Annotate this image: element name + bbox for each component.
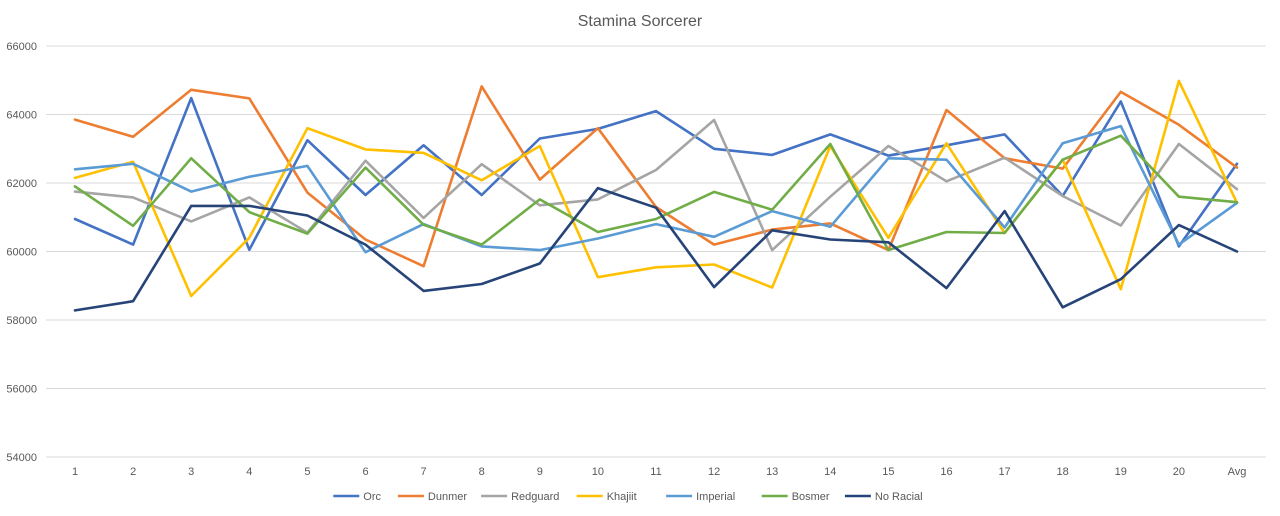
x-tick-label: 5 bbox=[304, 466, 310, 478]
series-line-imperial bbox=[73, 124, 1239, 254]
x-tick-label: 15 bbox=[882, 466, 894, 478]
x-tick-label: 16 bbox=[940, 466, 952, 478]
x-tick-label: 4 bbox=[246, 466, 252, 478]
y-tick-label: 58000 bbox=[6, 315, 37, 327]
series-line-no-racial bbox=[73, 186, 1239, 312]
x-tick-label: 1 bbox=[72, 466, 78, 478]
x-tick-label: 14 bbox=[824, 466, 836, 478]
x-tick-label: 8 bbox=[479, 466, 485, 478]
legend: Orc Dunmer Redguard Khajiit Imperial Bosmer No… bbox=[333, 491, 923, 503]
legend-label: Imperial bbox=[696, 491, 735, 503]
x-tick-label: 10 bbox=[592, 466, 604, 478]
y-tick-label: 54000 bbox=[6, 452, 37, 464]
x-tick-label: 20 bbox=[1173, 466, 1185, 478]
x-tick-label: 9 bbox=[537, 466, 543, 478]
x-tick-label: 17 bbox=[998, 466, 1010, 478]
series-lines bbox=[73, 79, 1239, 312]
gridlines bbox=[46, 45, 1266, 458]
legend-label: Bosmer bbox=[792, 491, 830, 503]
legend-label: No Racial bbox=[875, 491, 923, 503]
x-tick-label: 2 bbox=[130, 466, 136, 478]
legend-label: Redguard bbox=[511, 491, 559, 503]
x-tick-label: 3 bbox=[188, 466, 194, 478]
y-tick-label: 64000 bbox=[6, 110, 37, 122]
chart-title: Stamina Sorcerer bbox=[578, 13, 703, 30]
legend-label: Khajiit bbox=[607, 491, 637, 503]
y-tick-label: 62000 bbox=[6, 178, 37, 190]
x-tick-label: 13 bbox=[766, 466, 778, 478]
x-tick-label: 19 bbox=[1115, 466, 1127, 478]
y-tick-label: 56000 bbox=[6, 384, 37, 396]
series-line-orc bbox=[73, 96, 1239, 252]
x-tick-label: 7 bbox=[421, 466, 427, 478]
y-tick-label: 60000 bbox=[6, 247, 37, 259]
legend-label: Orc bbox=[363, 491, 381, 503]
x-tick-label: Avg bbox=[1228, 466, 1247, 478]
x-tick-label: 11 bbox=[650, 466, 661, 478]
series-line-bosmer bbox=[73, 134, 1239, 252]
y-axis-tick-labels: 54000 56000 58000 60000 62000 64000 66000 bbox=[6, 41, 37, 464]
x-axis-tick-labels: 1 2 3 4 5 6 7 8 9 10 11 12 13 14 15 16 17 18 19 20 Avg bbox=[72, 466, 1246, 478]
y-tick-label: 66000 bbox=[6, 41, 37, 53]
x-tick-label: 6 bbox=[362, 466, 368, 478]
legend-label: Dunmer bbox=[428, 491, 467, 503]
x-tick-label: 18 bbox=[1057, 466, 1069, 478]
x-tick-label: 12 bbox=[708, 466, 720, 478]
